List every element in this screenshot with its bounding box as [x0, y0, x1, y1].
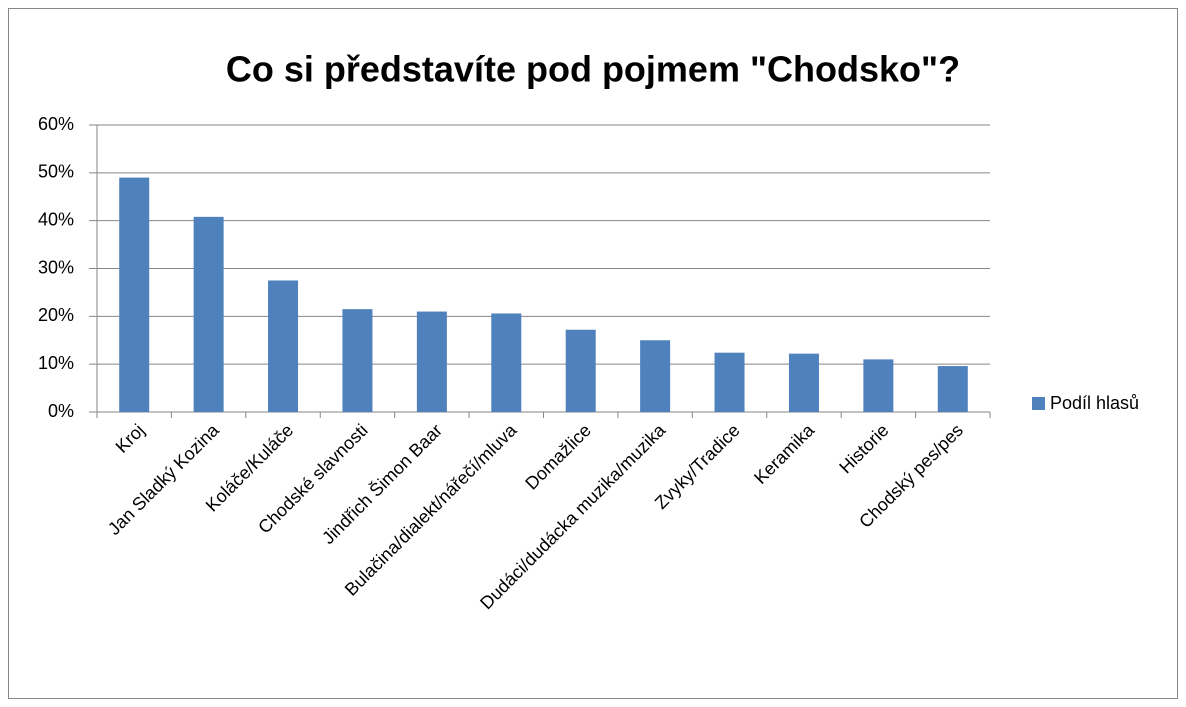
y-tick-label: 20%	[38, 305, 74, 325]
legend-swatch	[1032, 397, 1045, 410]
y-tick-label: 30%	[38, 257, 74, 277]
chart-title: Co si představíte pod pojmem "Chodsko"?	[226, 49, 960, 90]
bar	[342, 309, 373, 412]
bar	[491, 313, 522, 412]
bar	[863, 359, 894, 412]
y-tick-label: 50%	[38, 162, 74, 182]
bar	[193, 216, 224, 412]
bar	[640, 340, 671, 412]
y-tick-label: 60%	[38, 114, 74, 134]
bar	[268, 280, 299, 412]
bar	[416, 311, 447, 412]
bar	[937, 366, 968, 412]
bar	[714, 352, 745, 412]
bar	[565, 329, 596, 412]
bar	[788, 353, 819, 412]
y-tick-label: 10%	[38, 353, 74, 373]
y-tick-label: 0%	[48, 401, 74, 421]
y-tick-label: 40%	[38, 209, 74, 229]
bar	[119, 177, 150, 412]
legend-label: Podíl hlasů	[1050, 393, 1139, 413]
